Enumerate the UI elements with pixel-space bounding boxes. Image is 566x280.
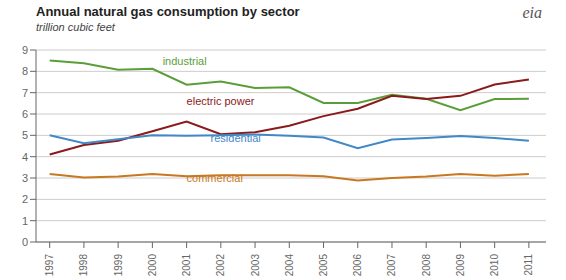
svg-text:residential: residential [211, 132, 261, 144]
svg-text:9: 9 [22, 44, 28, 56]
svg-text:1: 1 [22, 215, 28, 227]
svg-text:industrial: industrial [163, 55, 207, 67]
svg-text:2001: 2001 [181, 254, 192, 277]
html-text:Annual natural gas consumption: Annual natural gas consumption by sector [36, 4, 300, 19]
svg-text:commercial: commercial [187, 172, 243, 184]
svg-text:2011: 2011 [523, 254, 534, 276]
svg-text:7: 7 [22, 87, 28, 99]
svg-text:1999: 1999 [113, 254, 124, 277]
svg-text:2009: 2009 [455, 254, 466, 277]
svg-text:1998: 1998 [78, 254, 89, 277]
svg-text:3: 3 [22, 172, 28, 184]
svg-text:2008: 2008 [421, 254, 432, 277]
svg-text:2: 2 [22, 193, 28, 205]
svg-text:2004: 2004 [284, 254, 295, 277]
svg-text:2007: 2007 [386, 254, 397, 277]
svg-text:2002: 2002 [215, 254, 226, 277]
svg-text:2003: 2003 [250, 254, 261, 277]
svg-text:6: 6 [22, 108, 28, 120]
html-text:eia: eia [522, 4, 542, 21]
svg-text:0: 0 [22, 236, 28, 248]
svg-text:2010: 2010 [489, 254, 500, 277]
svg-text:2006: 2006 [352, 254, 363, 277]
html-text:trillion cubic feet: trillion cubic feet [36, 21, 115, 33]
svg-text:2000: 2000 [147, 254, 158, 277]
svg-text:2005: 2005 [318, 254, 329, 277]
svg-text:1997: 1997 [44, 254, 55, 277]
svg-text:electric power: electric power [187, 95, 255, 107]
svg-text:4: 4 [22, 151, 28, 163]
svg-text:8: 8 [22, 65, 28, 77]
svg-text:5: 5 [22, 129, 28, 141]
